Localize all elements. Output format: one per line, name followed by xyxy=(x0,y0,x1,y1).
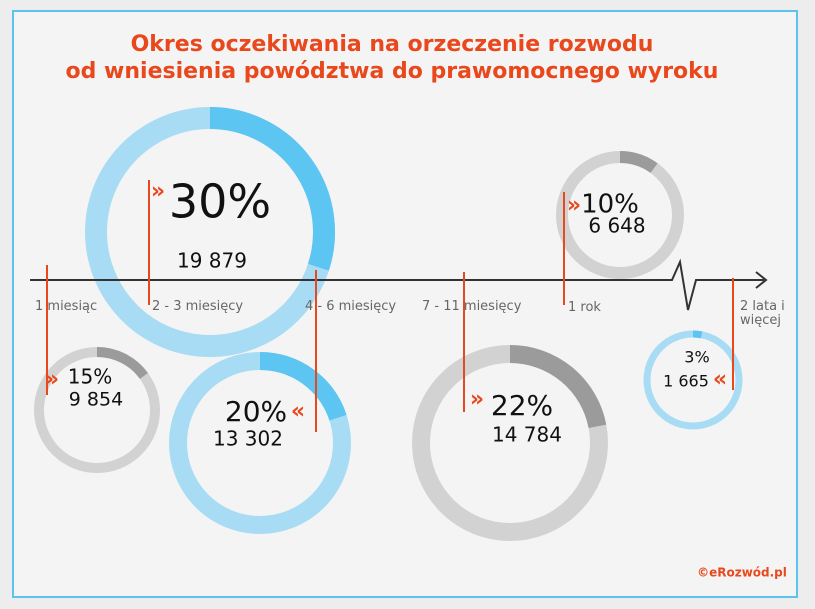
category-label: 7 - 11 miesięcy xyxy=(422,299,522,314)
ring-arc xyxy=(259,352,347,421)
chevron: « xyxy=(291,399,305,424)
percent-label: 10% xyxy=(581,190,639,220)
frame xyxy=(12,10,798,598)
chevron: » xyxy=(470,387,484,412)
percent-label: 20% xyxy=(225,395,287,428)
category-label: 1 miesiąc xyxy=(35,299,98,314)
percent-label: 15% xyxy=(68,365,112,389)
ring-arc xyxy=(509,345,607,429)
title-line: od wniesienia powództwa do prawomocnego … xyxy=(66,59,719,84)
chevron: « xyxy=(713,367,727,392)
count-label: 19 879 xyxy=(177,249,247,273)
chevron: » xyxy=(45,367,59,392)
count-label: 6 648 xyxy=(588,214,645,238)
timeline-arrow xyxy=(755,271,768,289)
category-label: 2 lata i więcej xyxy=(740,299,785,328)
ring-arc xyxy=(692,330,703,339)
category-label: 4 - 6 miesięcy xyxy=(305,299,397,314)
chevron: » xyxy=(151,179,165,204)
ring-arc xyxy=(96,347,148,380)
percent-label: 3% xyxy=(684,348,709,367)
chevron: » xyxy=(567,193,581,218)
percent-label: 30% xyxy=(169,175,271,229)
count-label: 14 784 xyxy=(492,423,562,447)
title-line: Okres oczekiwania na orzeczenie rozwodu xyxy=(131,32,654,57)
count-label: 9 854 xyxy=(69,389,123,411)
category-label: 2 - 3 miesięcy xyxy=(152,299,244,314)
category-label: 1 rok xyxy=(568,300,601,315)
source: ©eRozwód.pl xyxy=(697,566,787,580)
ring-arc xyxy=(209,107,335,271)
ring-arc xyxy=(619,151,658,174)
count-label: 13 302 xyxy=(213,427,283,451)
count-label: 1 665 xyxy=(663,372,709,391)
percent-label: 22% xyxy=(491,389,553,422)
